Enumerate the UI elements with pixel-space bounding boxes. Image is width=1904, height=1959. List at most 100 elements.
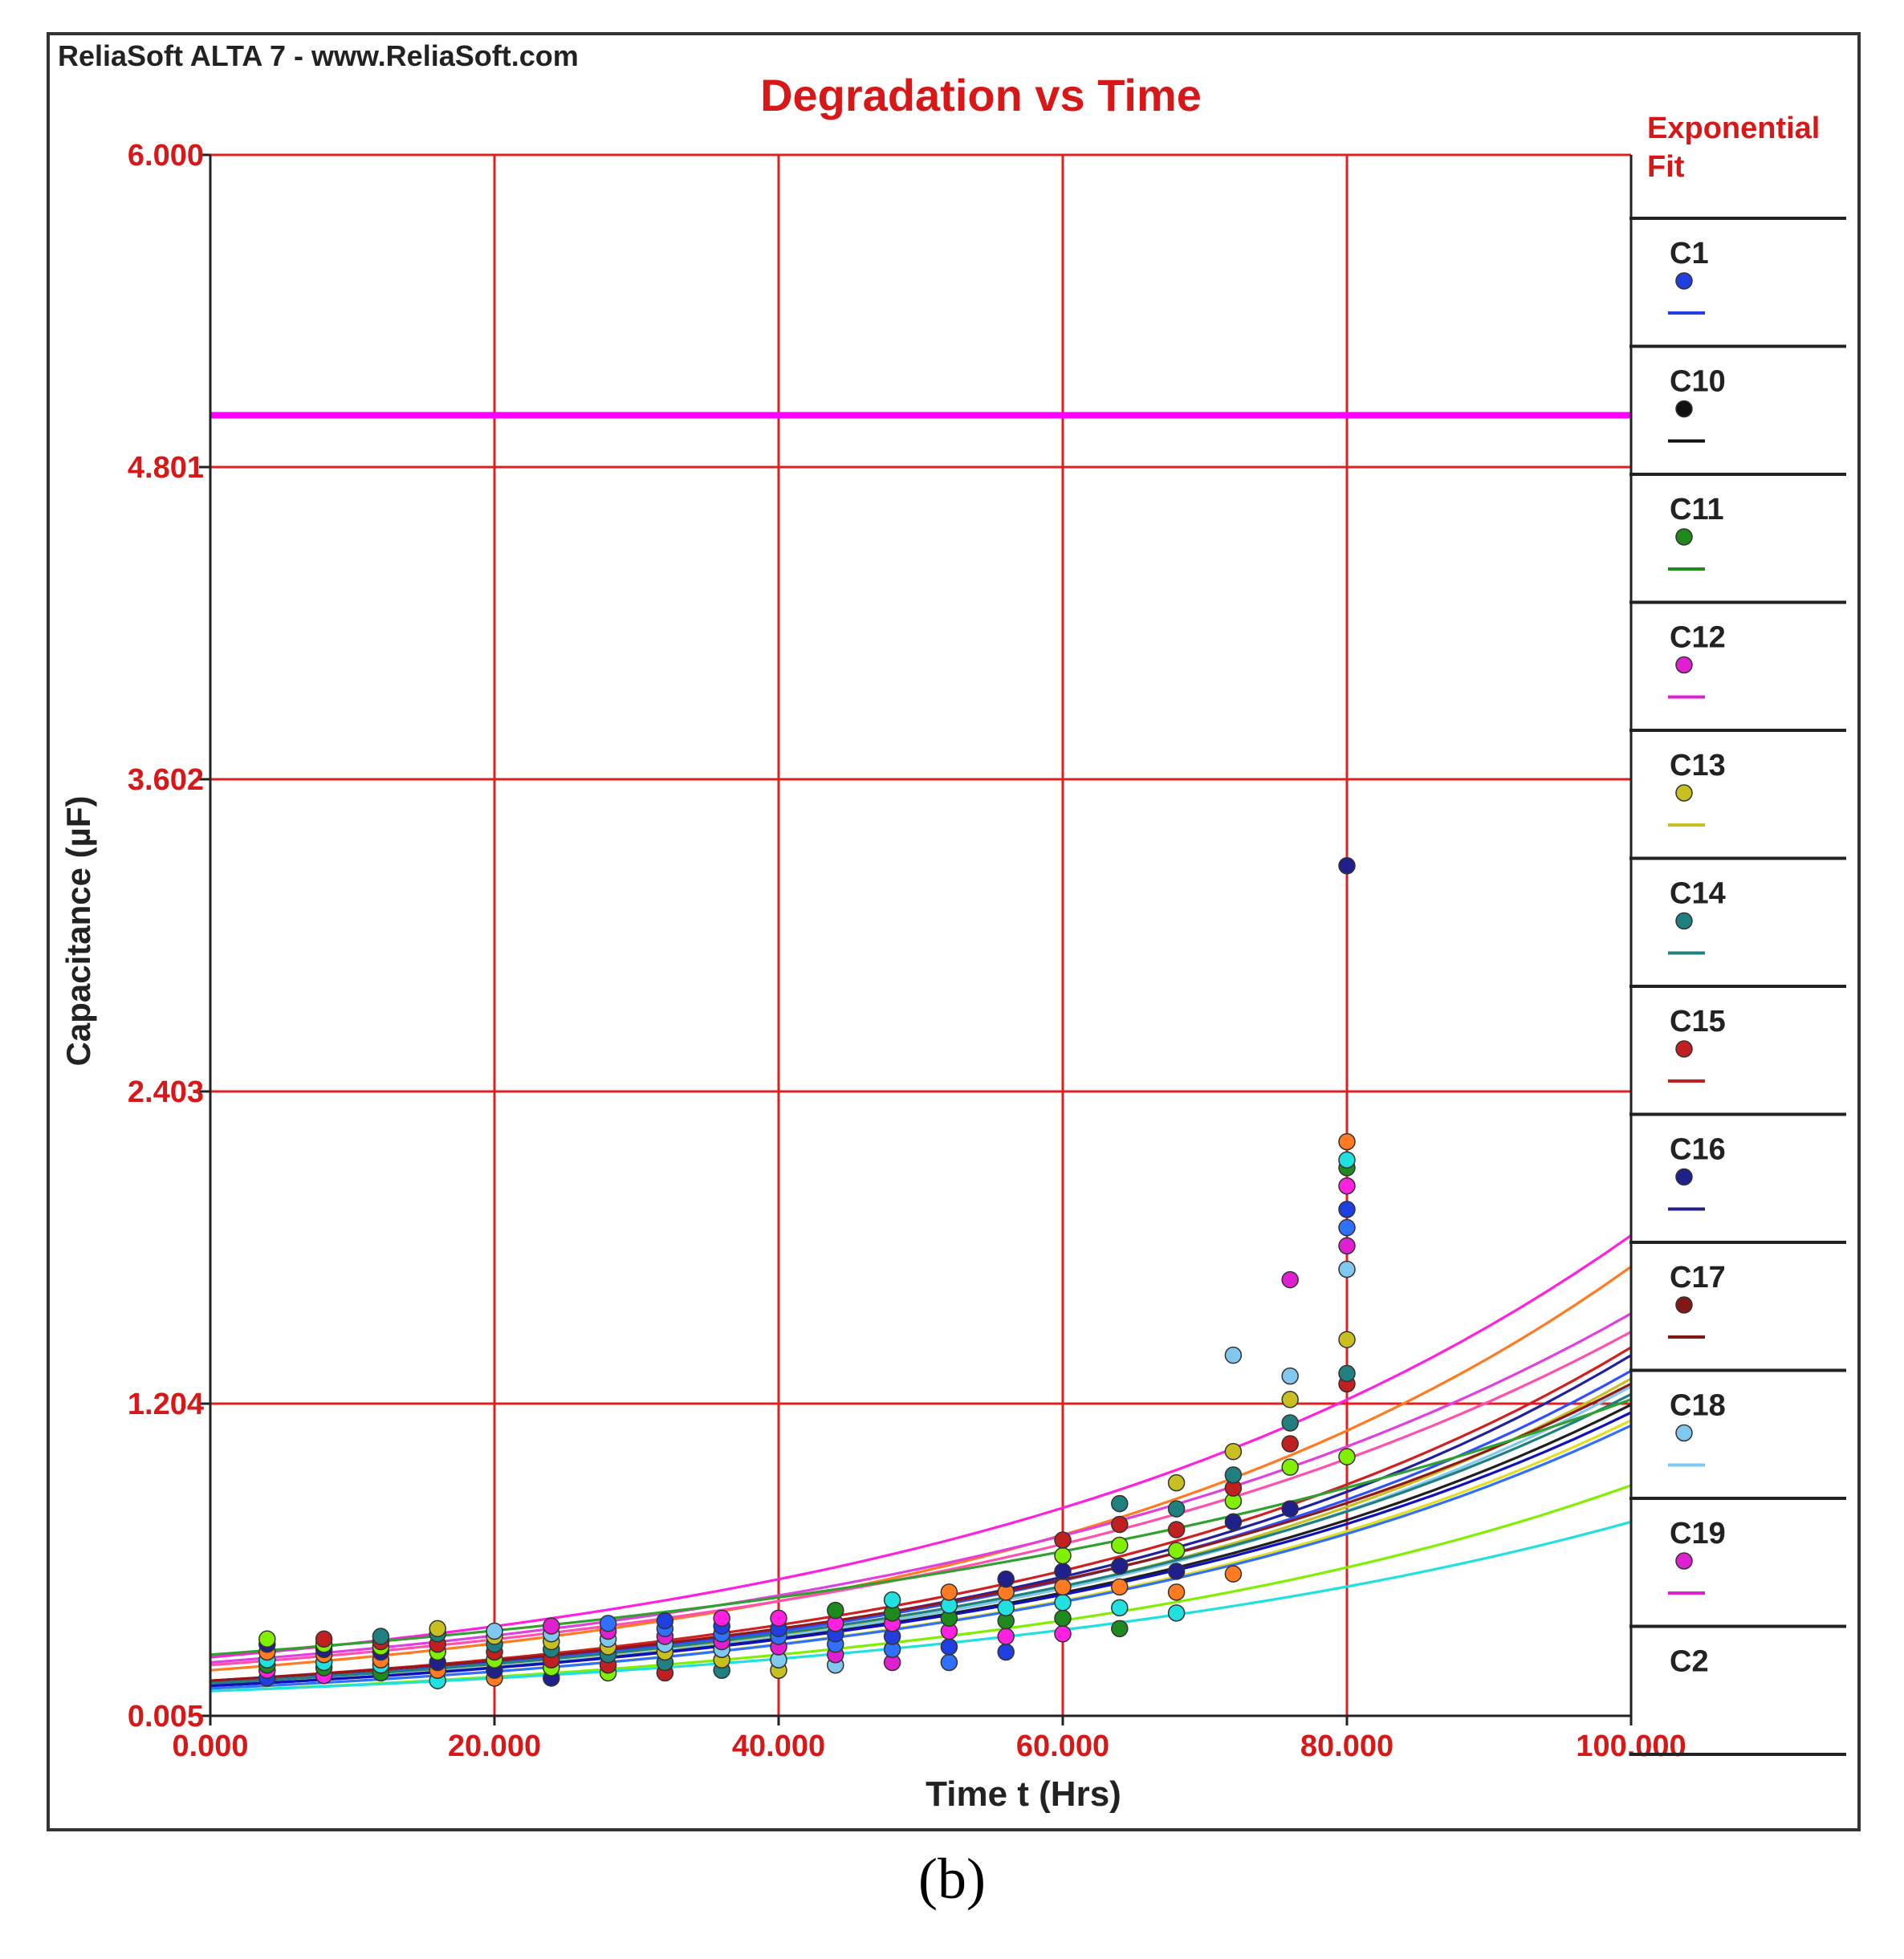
data-point <box>1338 1260 1356 1278</box>
data-point <box>429 1620 446 1638</box>
data-point <box>1281 1500 1299 1518</box>
x-tick-label: 40.000 <box>732 1729 825 1763</box>
legend-marker-c11 <box>1675 528 1693 546</box>
legend-label-c10: C10 <box>1670 365 1726 399</box>
data-point <box>599 1615 617 1632</box>
data-points <box>258 856 1356 1689</box>
data-point <box>1281 1391 1299 1408</box>
x-tick-label: 0.000 <box>172 1729 248 1763</box>
legend-marker-c12 <box>1675 656 1693 674</box>
data-point <box>1167 1473 1186 1492</box>
chart-frame <box>47 32 1861 1831</box>
data-point <box>1224 1565 1243 1583</box>
data-point <box>1054 1594 1072 1612</box>
data-point <box>940 1583 958 1601</box>
legend-title: Exponential <box>1647 112 1820 145</box>
fit-line-c17 <box>210 1382 1632 1682</box>
data-point <box>997 1570 1015 1588</box>
x-tick-label: 80.000 <box>1300 1729 1393 1763</box>
legend-title-line-2: Fit <box>1647 150 1685 184</box>
data-point <box>1054 1625 1072 1643</box>
data-point <box>1054 1609 1072 1628</box>
software-label: ReliaSoft ALTA 7 - www.ReliaSoft.com <box>58 39 579 72</box>
axes <box>199 153 1633 1725</box>
y-axis-label: Capacitance (µF) <box>59 796 97 1067</box>
data-point <box>1281 1435 1299 1453</box>
data-point <box>1111 1536 1129 1555</box>
legend-label-c2: C2 <box>1670 1645 1709 1679</box>
data-point <box>1111 1515 1129 1534</box>
legend-marker-c18 <box>1675 1424 1693 1442</box>
legend-marker-c10 <box>1675 400 1693 418</box>
legend-label-c15: C15 <box>1670 1005 1726 1038</box>
fit-line-c14 <box>210 1392 1632 1685</box>
data-point <box>486 1622 503 1640</box>
legend-label-c19: C19 <box>1670 1517 1726 1551</box>
data-point <box>997 1628 1015 1645</box>
data-point <box>1281 1367 1299 1385</box>
legend-marker-c17 <box>1675 1296 1693 1314</box>
legend-marker-c16 <box>1675 1168 1693 1186</box>
data-point <box>1338 1237 1356 1255</box>
data-point <box>1224 1442 1243 1461</box>
fit-line-c3 <box>210 1411 1632 1688</box>
data-point <box>1167 1542 1186 1559</box>
data-point <box>543 1617 560 1635</box>
x-axis-label: Time t (Hrs) <box>926 1774 1121 1814</box>
data-point <box>315 1630 333 1648</box>
data-point <box>1281 1414 1299 1432</box>
chart-title: Degradation vs Time <box>760 70 1202 120</box>
x-tick-label: 60.000 <box>1016 1729 1109 1763</box>
data-point <box>1281 1458 1299 1476</box>
data-point <box>1338 1448 1356 1465</box>
data-point <box>1224 1346 1243 1364</box>
data-point <box>1167 1500 1186 1518</box>
data-point <box>1111 1620 1129 1638</box>
fit-line-c11 <box>210 1398 1632 1656</box>
legend-marker-c15 <box>1675 1040 1693 1058</box>
data-point <box>997 1599 1015 1617</box>
legend-label-c1: C1 <box>1670 237 1709 270</box>
data-point <box>1111 1494 1129 1513</box>
data-point <box>1224 1513 1243 1531</box>
y-tick-label: 4.801 <box>128 451 204 485</box>
x-tick-label: 100.000 <box>1576 1729 1686 1763</box>
legend-marker-c19 <box>1675 1552 1693 1570</box>
data-point <box>1224 1466 1243 1484</box>
data-point <box>1167 1583 1186 1601</box>
x-tick-label: 20.000 <box>448 1729 541 1763</box>
data-point <box>1338 1218 1356 1237</box>
legend-marker-c1 <box>1675 272 1693 290</box>
fit-line-c19 <box>210 1234 1632 1659</box>
data-point <box>656 1612 674 1630</box>
legend: Exponential Fit C1 C10 C11 C12 C13 C14 C15 C16 C… <box>1629 112 1846 1756</box>
legend-label-c12: C12 <box>1670 621 1726 655</box>
data-point <box>883 1591 901 1609</box>
data-point <box>940 1653 958 1672</box>
fit-line-c5 <box>210 1424 1632 1690</box>
data-point <box>1054 1578 1072 1596</box>
fit-line-c12 <box>210 1312 1632 1664</box>
data-point <box>1054 1531 1072 1549</box>
figure-caption: (b) <box>918 1847 986 1911</box>
legend-marker-c13 <box>1675 784 1693 802</box>
data-point <box>1167 1563 1186 1580</box>
data-point <box>1338 1331 1356 1348</box>
tick-labels: 0.005 1.204 2.403 3.602 4.801 6.000 0.000 20.00… <box>128 139 1686 1763</box>
legend-label-c13: C13 <box>1670 749 1726 782</box>
fit-line-c7 <box>210 1520 1632 1693</box>
fit-line-c2 <box>210 1265 1632 1672</box>
data-point <box>372 1628 390 1645</box>
y-tick-label: 2.403 <box>128 1075 204 1109</box>
data-point <box>1338 856 1356 875</box>
data-point <box>1338 1151 1356 1169</box>
data-point <box>1054 1563 1072 1580</box>
legend-label-c11: C11 <box>1670 493 1724 526</box>
data-point <box>1167 1521 1186 1538</box>
data-point <box>997 1643 1015 1661</box>
data-point <box>1338 1364 1356 1383</box>
y-tick-label: 1.204 <box>128 1388 204 1421</box>
data-point <box>258 1630 276 1648</box>
data-point <box>827 1601 844 1620</box>
